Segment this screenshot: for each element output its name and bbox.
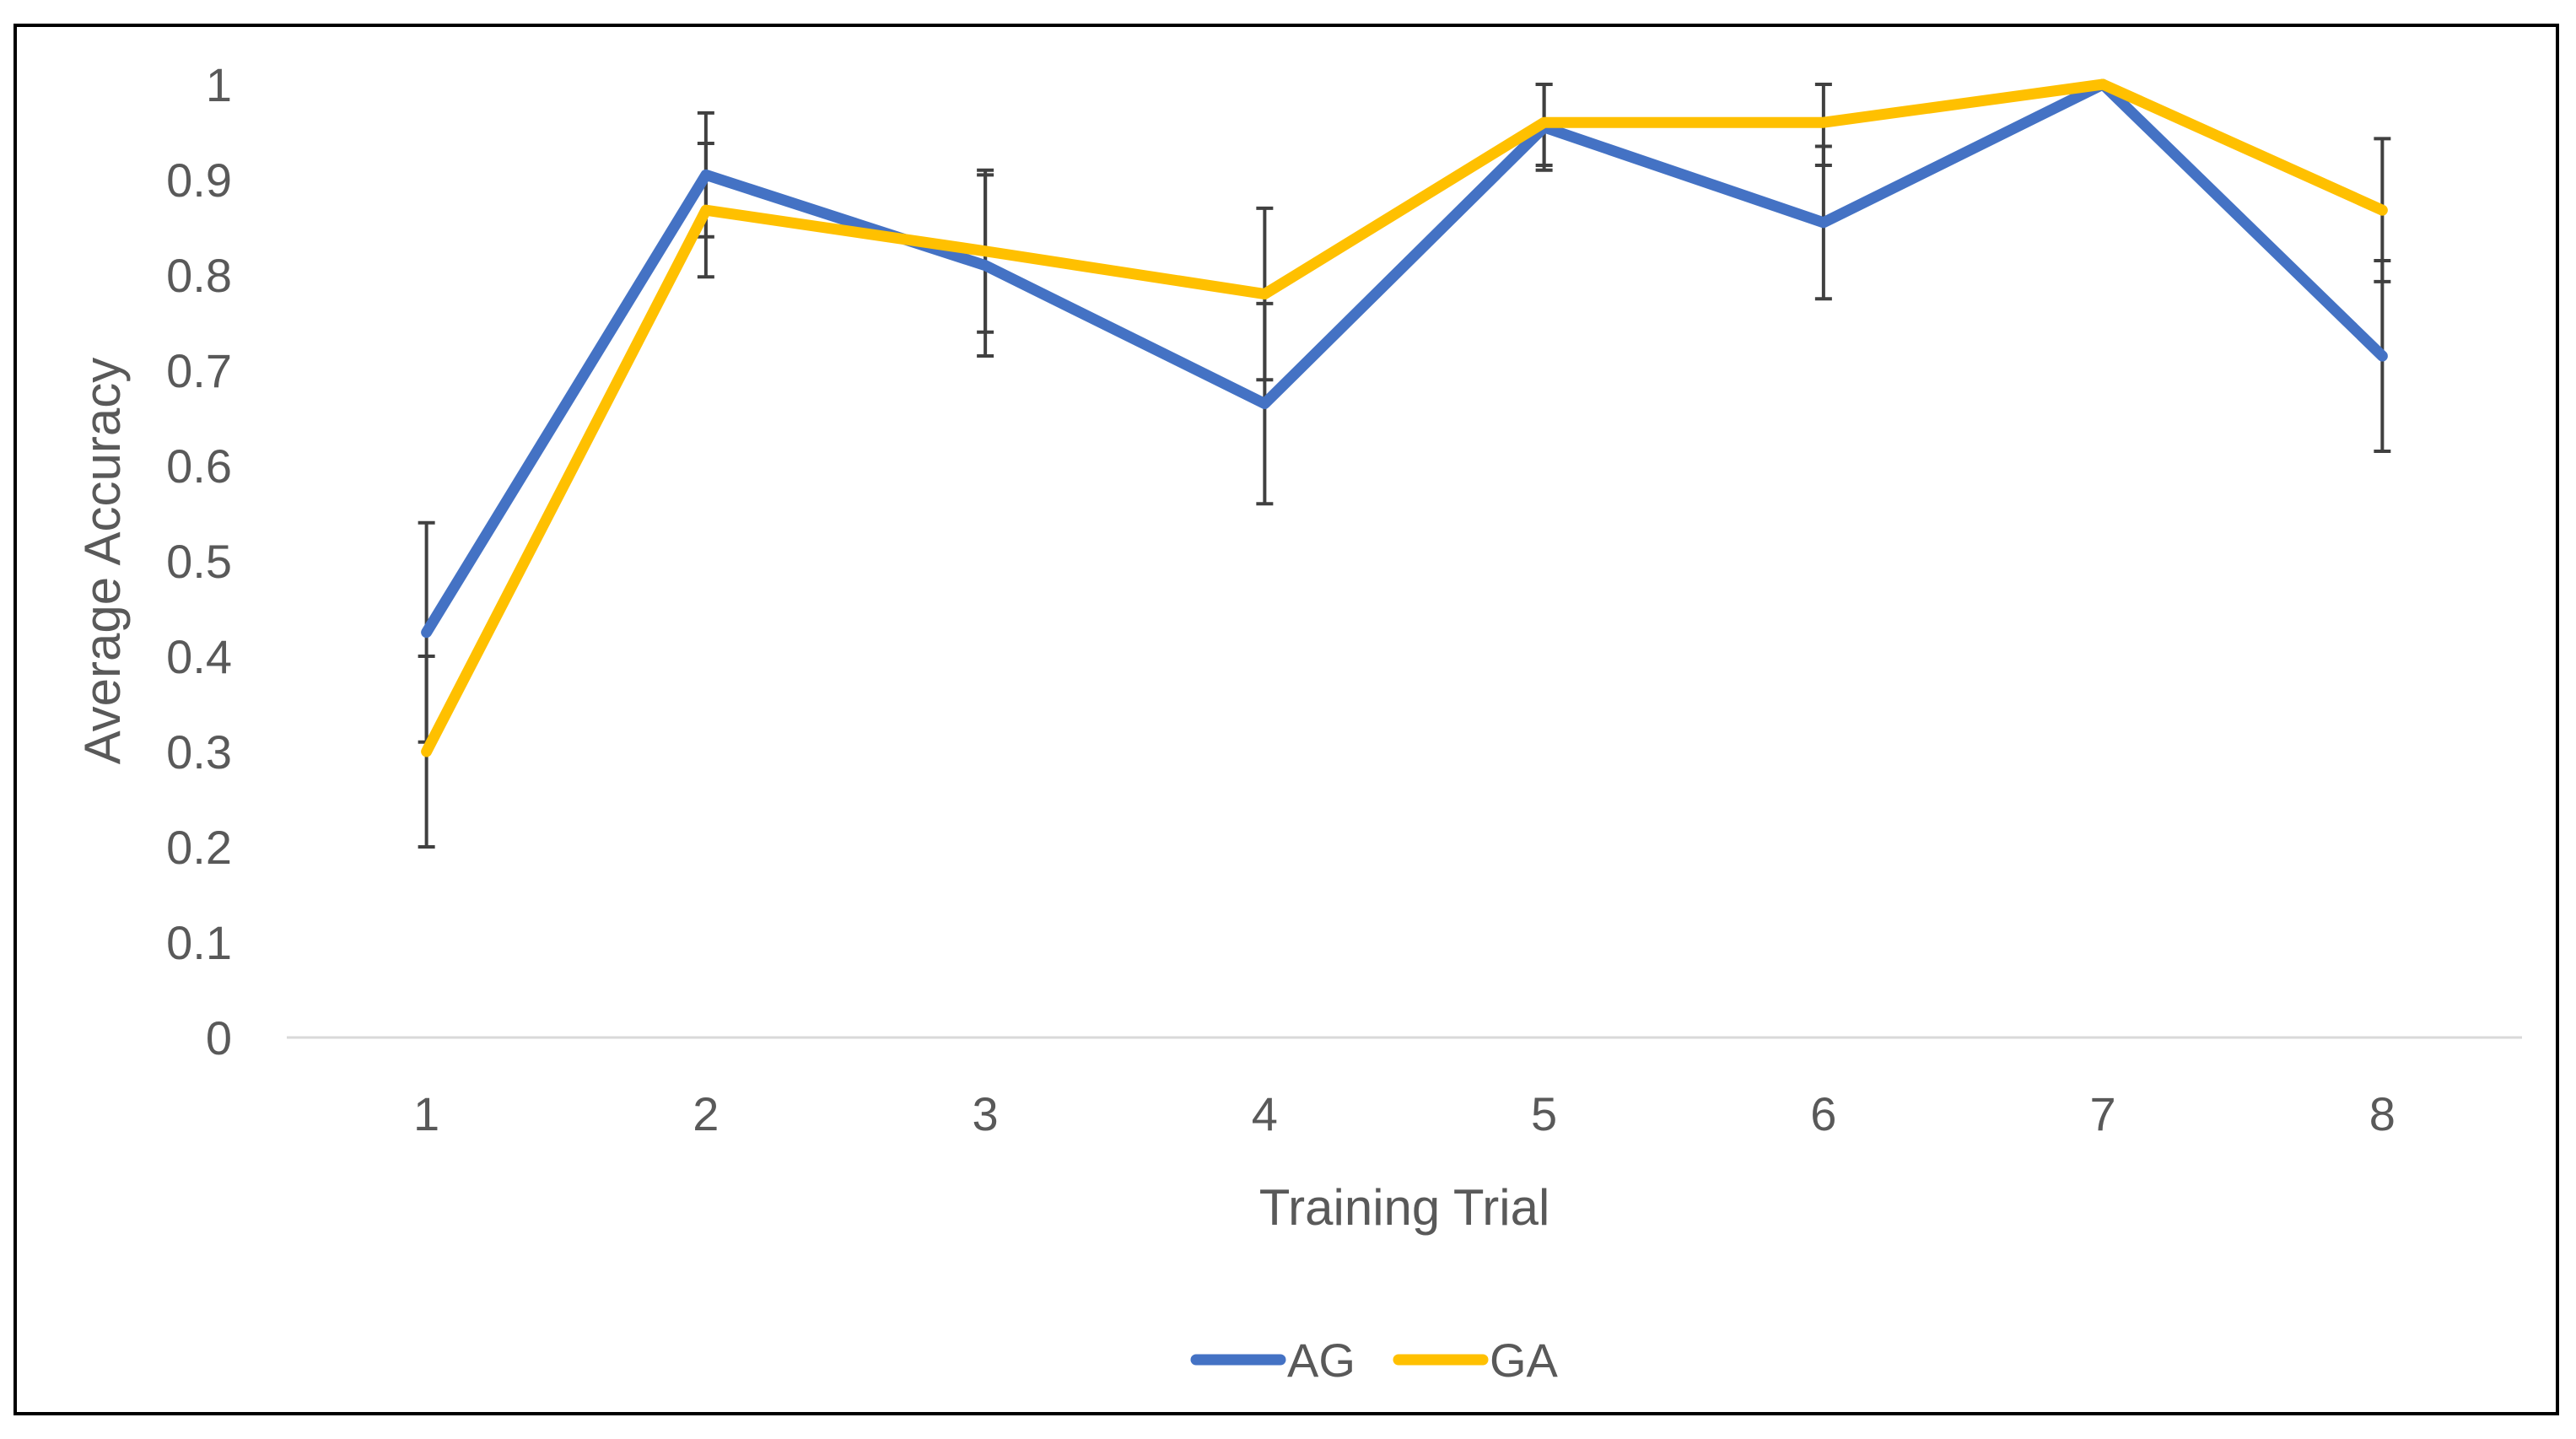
x-tick-label: 8 [2369, 1087, 2395, 1140]
x-tick-label: 4 [1252, 1087, 1278, 1140]
series-lines [421, 78, 2388, 757]
legend: AG GA [1190, 1334, 1559, 1387]
y-tick-label: 0.6 [166, 439, 232, 493]
x-tick-label: 5 [1531, 1087, 1557, 1140]
y-tick-label: 0.1 [166, 916, 232, 969]
y-tick-label: 0.7 [166, 344, 232, 397]
tick-labels: 0 0.1 0.2 0.3 0.4 0.5 0.6 0.7 0.8 0.9 1 1 2 3 4 5 6 7 8 [166, 58, 2395, 1140]
x-tick-label: 2 [693, 1087, 719, 1140]
series-line-ag [421, 78, 2388, 639]
y-tick-label: 1 [206, 58, 232, 111]
legend-label: GA [1490, 1334, 1559, 1387]
y-tick-label: 0.8 [166, 249, 232, 302]
x-tick-label: 3 [973, 1087, 999, 1140]
y-tick-label: 0.5 [166, 535, 232, 588]
legend-item-ag: AG [1190, 1334, 1355, 1387]
x-tick-label: 7 [2090, 1087, 2116, 1140]
error-bars [418, 83, 2391, 849]
legend-label: AG [1287, 1334, 1355, 1387]
y-tick-label: 0 [206, 1011, 232, 1064]
y-tick-label: 0.2 [166, 821, 232, 874]
x-axis-title: Training Trial [1259, 1179, 1550, 1236]
x-tick-label: 6 [1810, 1087, 1836, 1140]
legend-item-ga: GA [1393, 1334, 1559, 1387]
x-tick-label: 1 [413, 1087, 439, 1140]
series-line-ga [421, 78, 2388, 757]
y-axis-title: Average Accuracy [74, 358, 131, 765]
y-tick-label: 0.4 [166, 630, 232, 683]
y-tick-label: 0.9 [166, 154, 232, 207]
y-tick-label: 0.3 [166, 725, 232, 779]
